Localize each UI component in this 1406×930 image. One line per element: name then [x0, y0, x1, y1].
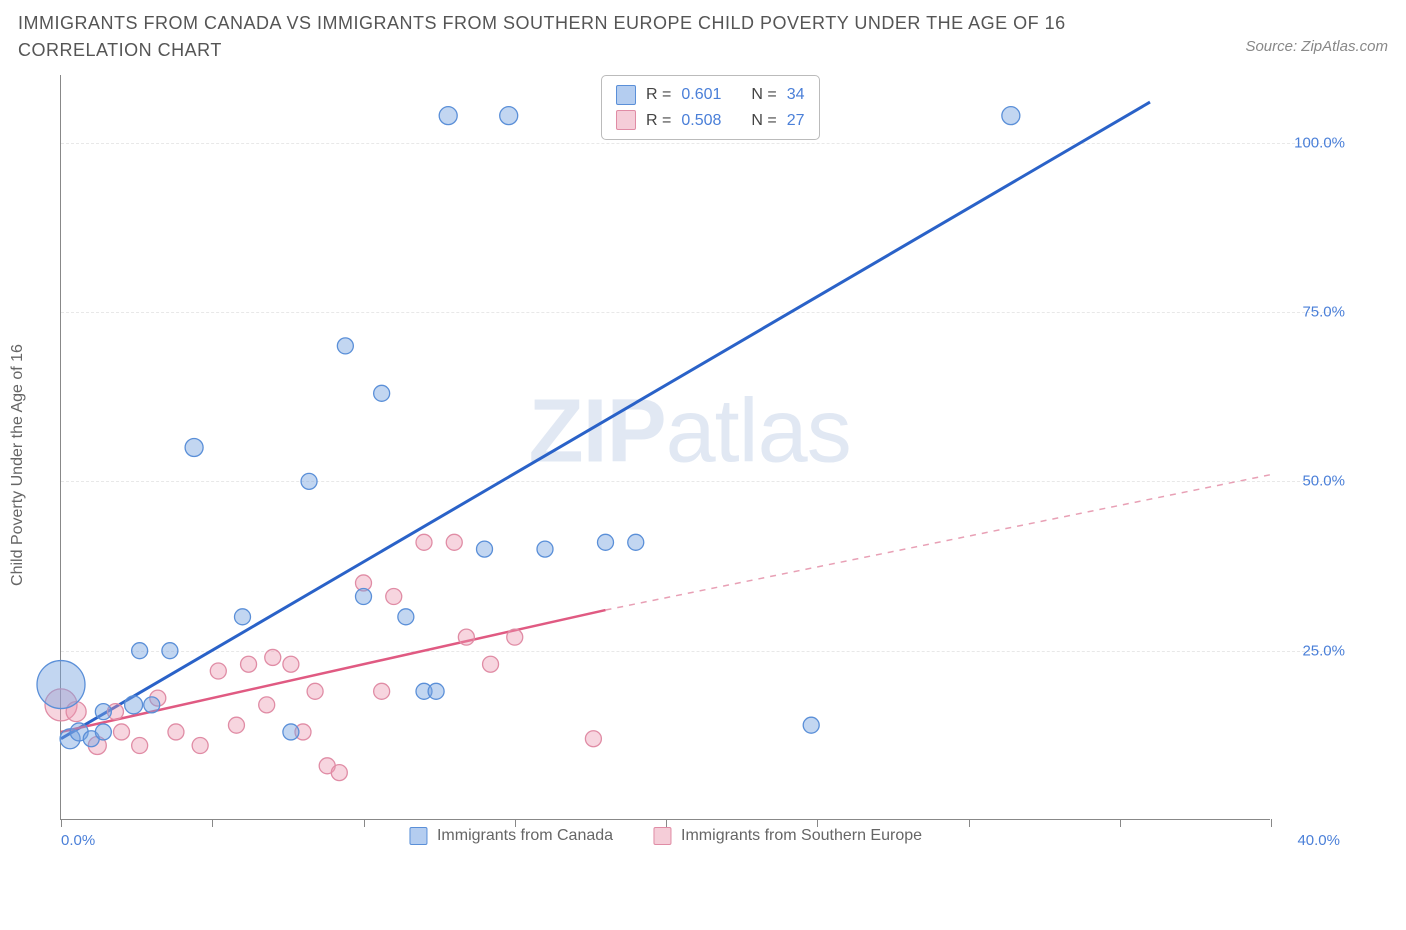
chart-area: Child Poverty Under the Age of 16 ZIPatl…	[60, 75, 1340, 855]
header: IMMIGRANTS FROM CANADA VS IMMIGRANTS FRO…	[0, 0, 1406, 64]
legend-swatch-pink	[616, 110, 636, 130]
n-label: N =	[751, 82, 776, 108]
x-axis-min-label: 0.0%	[61, 832, 95, 849]
legend-stats-box: R = 0.601 N = 34 R = 0.508 N = 27	[601, 75, 820, 140]
x-tick	[1120, 819, 1121, 827]
x-axis-max-label: 40.0%	[1297, 832, 1340, 849]
legend-item: Immigrants from Southern Europe	[653, 823, 922, 849]
y-tick-label: 75.0%	[1302, 304, 1345, 321]
r-value: 0.508	[681, 108, 721, 134]
plot-region: ZIPatlas R = 0.601 N = 34 R = 0.508 N = …	[60, 75, 1270, 820]
r-label: R =	[646, 82, 671, 108]
legend-swatch-blue	[616, 85, 636, 105]
x-tick	[61, 819, 62, 827]
x-tick	[364, 819, 365, 827]
n-value: 27	[787, 108, 805, 134]
legend-swatch-pink	[653, 827, 671, 845]
x-tick	[817, 819, 818, 827]
scatter-svg	[61, 75, 1271, 820]
legend-stats-row: R = 0.508 N = 27	[616, 108, 805, 134]
n-value: 34	[787, 82, 805, 108]
y-tick-label: 25.0%	[1302, 642, 1345, 659]
y-axis-label: Child Poverty Under the Age of 16	[9, 344, 27, 586]
x-tick	[666, 819, 667, 827]
legend-label: Immigrants from Southern Europe	[681, 823, 922, 849]
x-tick	[515, 819, 516, 827]
legend-bottom: Immigrants from Canada Immigrants from S…	[409, 823, 922, 849]
chart-title: IMMIGRANTS FROM CANADA VS IMMIGRANTS FRO…	[18, 10, 1138, 64]
legend-label: Immigrants from Canada	[437, 823, 613, 849]
legend-swatch-blue	[409, 827, 427, 845]
n-label: N =	[751, 108, 776, 134]
r-value: 0.601	[681, 82, 721, 108]
source-attribution: Source: ZipAtlas.com	[1245, 10, 1388, 55]
y-tick-label: 50.0%	[1302, 473, 1345, 490]
legend-item: Immigrants from Canada	[409, 823, 613, 849]
r-label: R =	[646, 108, 671, 134]
x-tick	[1271, 819, 1272, 827]
x-tick	[212, 819, 213, 827]
y-tick-label: 100.0%	[1294, 134, 1345, 151]
legend-stats-row: R = 0.601 N = 34	[616, 82, 805, 108]
x-tick	[969, 819, 970, 827]
